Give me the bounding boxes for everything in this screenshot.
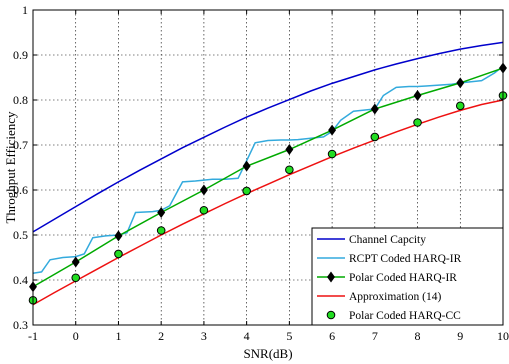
data-point	[156, 226, 166, 235]
y-tick-label: 0.5	[13, 228, 28, 242]
data-point	[71, 256, 80, 268]
y-axis-label: Throghput Efficiency	[3, 111, 18, 224]
x-tick-label: 1	[115, 329, 121, 343]
data-point	[456, 77, 465, 89]
data-point	[370, 132, 380, 142]
series-line	[32, 41, 504, 233]
legend-label: RCPT Coded HARQ-IR	[349, 253, 462, 265]
data-point	[199, 205, 209, 215]
legend-entry-approximation-14: Approximation (14)	[317, 291, 441, 303]
data-point	[413, 89, 422, 102]
x-tick-label: 7	[372, 329, 378, 343]
legend-label: Polar Coded HARQ-IR	[349, 272, 457, 284]
series-line	[32, 65, 504, 274]
data-point	[242, 186, 251, 196]
data-point	[285, 165, 294, 175]
plot-frame	[32, 9, 504, 326]
y-tick-label: 0.3	[13, 318, 28, 332]
legend-marker	[327, 271, 335, 283]
legend-entry-channel-capcity: Channel Capcity	[317, 234, 426, 246]
legend-label: Approximation (14)	[349, 291, 441, 303]
y-tick-label: 0.7	[13, 138, 28, 152]
x-tick-label: 5	[286, 329, 292, 343]
x-tick-label: 6	[329, 329, 335, 343]
data-point	[455, 101, 465, 111]
ticks: -1 0 1 2 3 4 5 6 7 8 9 10 0.3 0.4 0.5 0.6 0.7 0.8 0.9 1	[13, 3, 509, 343]
data-point	[242, 160, 251, 172]
x-tick-label: 3	[201, 329, 207, 343]
data-point	[157, 206, 166, 219]
data-point	[370, 103, 379, 115]
data-point	[114, 249, 123, 259]
legend-entry-polar-coded-harq-ir: Polar Coded HARQ-IR	[317, 271, 457, 284]
x-tick-label: 8	[415, 329, 421, 343]
x-tick-label: -1	[28, 329, 38, 343]
x-tick-label: 0	[73, 329, 79, 343]
series-channel-capcity	[32, 41, 504, 233]
legend-entry-polar-coded-harq-cc: Polar Coded HARQ-CC	[326, 310, 461, 322]
data-point	[71, 273, 81, 283]
series-rcpt-coded-harq-ir	[32, 65, 504, 274]
data-point	[199, 184, 208, 196]
x-tick-label: 10	[497, 329, 509, 343]
data-point	[285, 143, 294, 156]
y-tick-label: 0.8	[13, 93, 28, 107]
series-polar-coded-harq-ir	[29, 62, 507, 293]
y-tick-label: 0.6	[13, 183, 28, 197]
x-tick-label: 4	[244, 329, 250, 343]
y-tick-label: 1	[22, 3, 28, 17]
series-line	[32, 67, 504, 288]
y-tick-label: 0.4	[13, 273, 28, 287]
series-approximation-14	[32, 99, 504, 306]
legend-label: Polar Coded HARQ-CC	[349, 310, 461, 322]
x-tick-label: 9	[457, 329, 463, 343]
legend: Channel Capcity RCPT Coded HARQ-IR Polar C…	[311, 227, 504, 326]
series-line	[32, 99, 504, 306]
data-point	[114, 230, 123, 242]
data-point	[413, 118, 422, 127]
legend-marker	[326, 310, 336, 320]
data-point	[327, 149, 337, 159]
data-point	[328, 124, 337, 136]
legend-label: Channel Capcity	[349, 234, 426, 246]
x-axis-label: SNR(dB)	[243, 346, 292, 361]
legend-entry-rcpt-coded-harq-ir: RCPT Coded HARQ-IR	[317, 253, 462, 265]
y-tick-label: 0.9	[13, 48, 28, 62]
x-tick-label: 2	[158, 329, 164, 343]
